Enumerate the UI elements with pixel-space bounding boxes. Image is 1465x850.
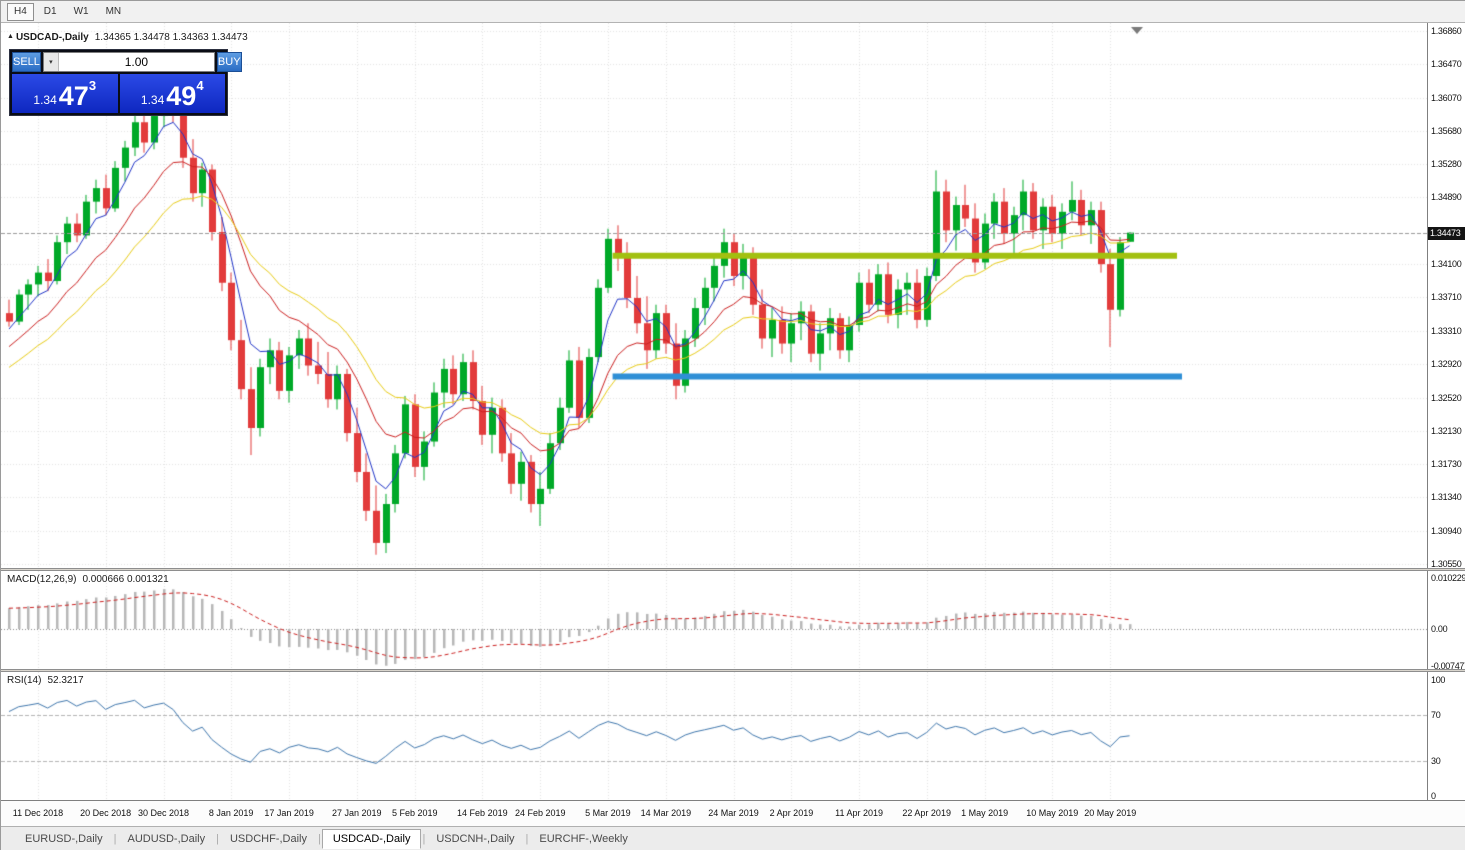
date-tick-label: 5 Mar 2019 — [585, 808, 631, 818]
sell-button[interactable]: SELL — [12, 52, 41, 72]
date-tick-label: 24 Feb 2019 — [515, 808, 566, 818]
chart-tab-audusd[interactable]: AUDUSD-,Daily — [127, 833, 206, 845]
date-tick-label: 20 May 2019 — [1084, 808, 1137, 818]
price-scale-label: 1.36470 — [1431, 58, 1462, 69]
rsi-scale-label: 70 — [1431, 709, 1441, 720]
panel-splitter[interactable] — [1, 669, 1465, 672]
date-tick-label: 30 Dec 2018 — [138, 808, 190, 818]
macd-scale-label: -0.007477 — [1431, 661, 1465, 672]
macd-values: 0.000666 0.001321 — [82, 574, 169, 585]
time-axis[interactable]: 11 Dec 2018 20 Dec 2018 30 Dec 2018 8 Jan 2… — [1, 800, 1465, 826]
price-scale[interactable]: 1.36860 1.36470 1.36070 1.35680 1.35280 1.348… — [1427, 23, 1465, 569]
price-scale-label: 1.34100 — [1431, 259, 1462, 270]
price-scale-label: 1.35680 — [1431, 125, 1462, 136]
rsi-value: 52.3217 — [47, 675, 84, 686]
date-tick-label: 17 Jan 2019 — [264, 808, 314, 818]
panel-splitter[interactable] — [1, 568, 1465, 571]
date-tick-label: 14 Mar 2019 — [640, 808, 692, 818]
macd-name: MACD(12,26,9) — [7, 574, 77, 585]
date-tick-label: 27 Jan 2019 — [331, 808, 382, 818]
one-click-top-row: SELL ▾ BUY — [12, 52, 242, 72]
rsi-name: RSI(14) — [7, 675, 42, 686]
price-scale-label: 1.32130 — [1431, 425, 1462, 436]
price-scale-label: 1.30940 — [1431, 526, 1462, 537]
rsi-chart-canvas[interactable] — [1, 672, 1427, 800]
timeframe-toolbar: H4 D1 W1 MN — [1, 1, 1465, 23]
date-tick-label: 2 Apr 2019 — [769, 808, 814, 818]
sell-price-big-digits: 47 — [58, 81, 89, 111]
rsi-indicator-panel: RSI(14) 52.3217 — [1, 672, 1427, 800]
one-click-price-row: 1.34 47 3 1.34 49 4 — [12, 74, 225, 113]
chart-tab-usdchf[interactable]: USDCHF-,Daily — [229, 833, 307, 845]
buy-price-prefix: 1.34 — [140, 93, 165, 107]
current-price-tag: 1.34473 — [1428, 226, 1465, 240]
timeframe-button-d1[interactable]: D1 — [43, 5, 57, 17]
date-tick-label: 20 Dec 2018 — [80, 808, 132, 818]
sell-price-sup-digit: 3 — [88, 78, 97, 93]
rsi-scale-label: 0 — [1431, 791, 1436, 801]
date-tick-label: 24 Mar 2019 — [708, 808, 759, 818]
macd-scale-label: 0.00 — [1431, 624, 1448, 634]
date-tick-label: 11 Dec 2018 — [12, 808, 64, 818]
price-scale-label: 1.32920 — [1431, 358, 1462, 369]
rsi-label: RSI(14) 52.3217 — [7, 675, 84, 686]
chart-tab-bar: EURUSD-,Daily | AUDUSD-,Daily | USDCHF-,Dail… — [1, 826, 1465, 850]
tab-separator: | — [113, 833, 117, 845]
price-scale-label: 1.33310 — [1431, 325, 1462, 336]
volume-field[interactable]: ▾ — [42, 52, 215, 72]
sell-price-prefix: 1.34 — [33, 93, 57, 107]
buy-price-big-digits: 49 — [166, 81, 197, 111]
volume-dropdown-arrow-icon[interactable]: ▾ — [43, 53, 59, 71]
macd-chart-canvas[interactable] — [1, 571, 1427, 669]
price-scale-label: 1.34890 — [1431, 192, 1462, 203]
price-scale-label: 1.33710 — [1431, 292, 1462, 303]
date-tick-label: 11 Apr 2019 — [835, 808, 884, 818]
rsi-scale-label: 100 — [1431, 675, 1446, 685]
macd-scale[interactable]: 0.010229 0.00 -0.007477 — [1427, 571, 1465, 672]
chart-tab-eurchf[interactable]: EURCHF-,Weekly — [539, 833, 628, 845]
sell-price-box[interactable]: 1.34 47 3 — [12, 74, 118, 113]
chart-title: ▲ USDCAD-,Daily 1.34365 1.34478 1.34363 1.… — [7, 32, 248, 43]
macd-label: MACD(12,26,9) 0.000666 0.001321 — [7, 574, 169, 585]
price-scale-label: 1.31730 — [1431, 459, 1462, 470]
chart-tab-eurusd[interactable]: EURUSD-,Daily — [25, 833, 103, 845]
main-chart-panel: ▲ USDCAD-,Daily 1.34365 1.34478 1.34363 1.… — [1, 23, 1427, 568]
timeframe-button-w1[interactable]: W1 — [73, 5, 89, 17]
buy-price-box[interactable]: 1.34 49 4 — [119, 74, 225, 113]
timeframe-button-mn[interactable]: MN — [105, 5, 122, 17]
tab-separator: | — [317, 833, 321, 845]
date-tick-label: 22 Apr 2019 — [902, 808, 951, 818]
price-scale-label: 1.30550 — [1431, 559, 1462, 569]
rsi-scale[interactable]: 100 70 30 0 — [1427, 672, 1465, 801]
chart-tab-usdcad[interactable]: USDCAD-,Daily — [321, 829, 422, 849]
date-tick-label: 1 May 2019 — [961, 808, 1009, 818]
macd-indicator-panel: MACD(12,26,9) 0.000666 0.001321 — [1, 571, 1427, 669]
date-tick-label: 5 Feb 2019 — [391, 808, 438, 818]
tab-separator: | — [525, 833, 529, 845]
timeframe-button-h4[interactable]: H4 — [7, 2, 34, 21]
price-scale-label: 1.36070 — [1431, 92, 1462, 103]
buy-button[interactable]: BUY — [216, 52, 242, 72]
price-scale-label: 1.32520 — [1431, 392, 1462, 403]
date-tick-label: 10 May 2019 — [1026, 808, 1079, 818]
rsi-scale-label: 30 — [1431, 756, 1441, 767]
price-scale-label: 1.36860 — [1431, 26, 1462, 37]
chart-tab-usdcnh[interactable]: USDCNH-,Daily — [436, 833, 515, 845]
date-tick-label: 14 Feb 2019 — [457, 808, 508, 818]
chart-title-marker-icon: ▲ — [7, 33, 14, 40]
chart-ohlc-readout: 1.34365 1.34478 1.34363 1.34473 — [94, 32, 248, 43]
macd-scale-label: 0.010229 — [1431, 573, 1465, 583]
buy-price-sup-digit: 4 — [196, 78, 204, 93]
chart-symbol-label: USDCAD-,Daily — [15, 32, 89, 43]
price-scale-label: 1.35280 — [1431, 159, 1462, 170]
tab-separator: | — [422, 833, 426, 845]
price-scale-label: 1.31340 — [1431, 492, 1462, 503]
volume-input[interactable] — [58, 53, 214, 71]
candlestick-chart-canvas[interactable] — [1, 23, 1427, 568]
tab-separator: | — [216, 833, 219, 845]
date-tick-label: 8 Jan 2019 — [208, 808, 254, 818]
